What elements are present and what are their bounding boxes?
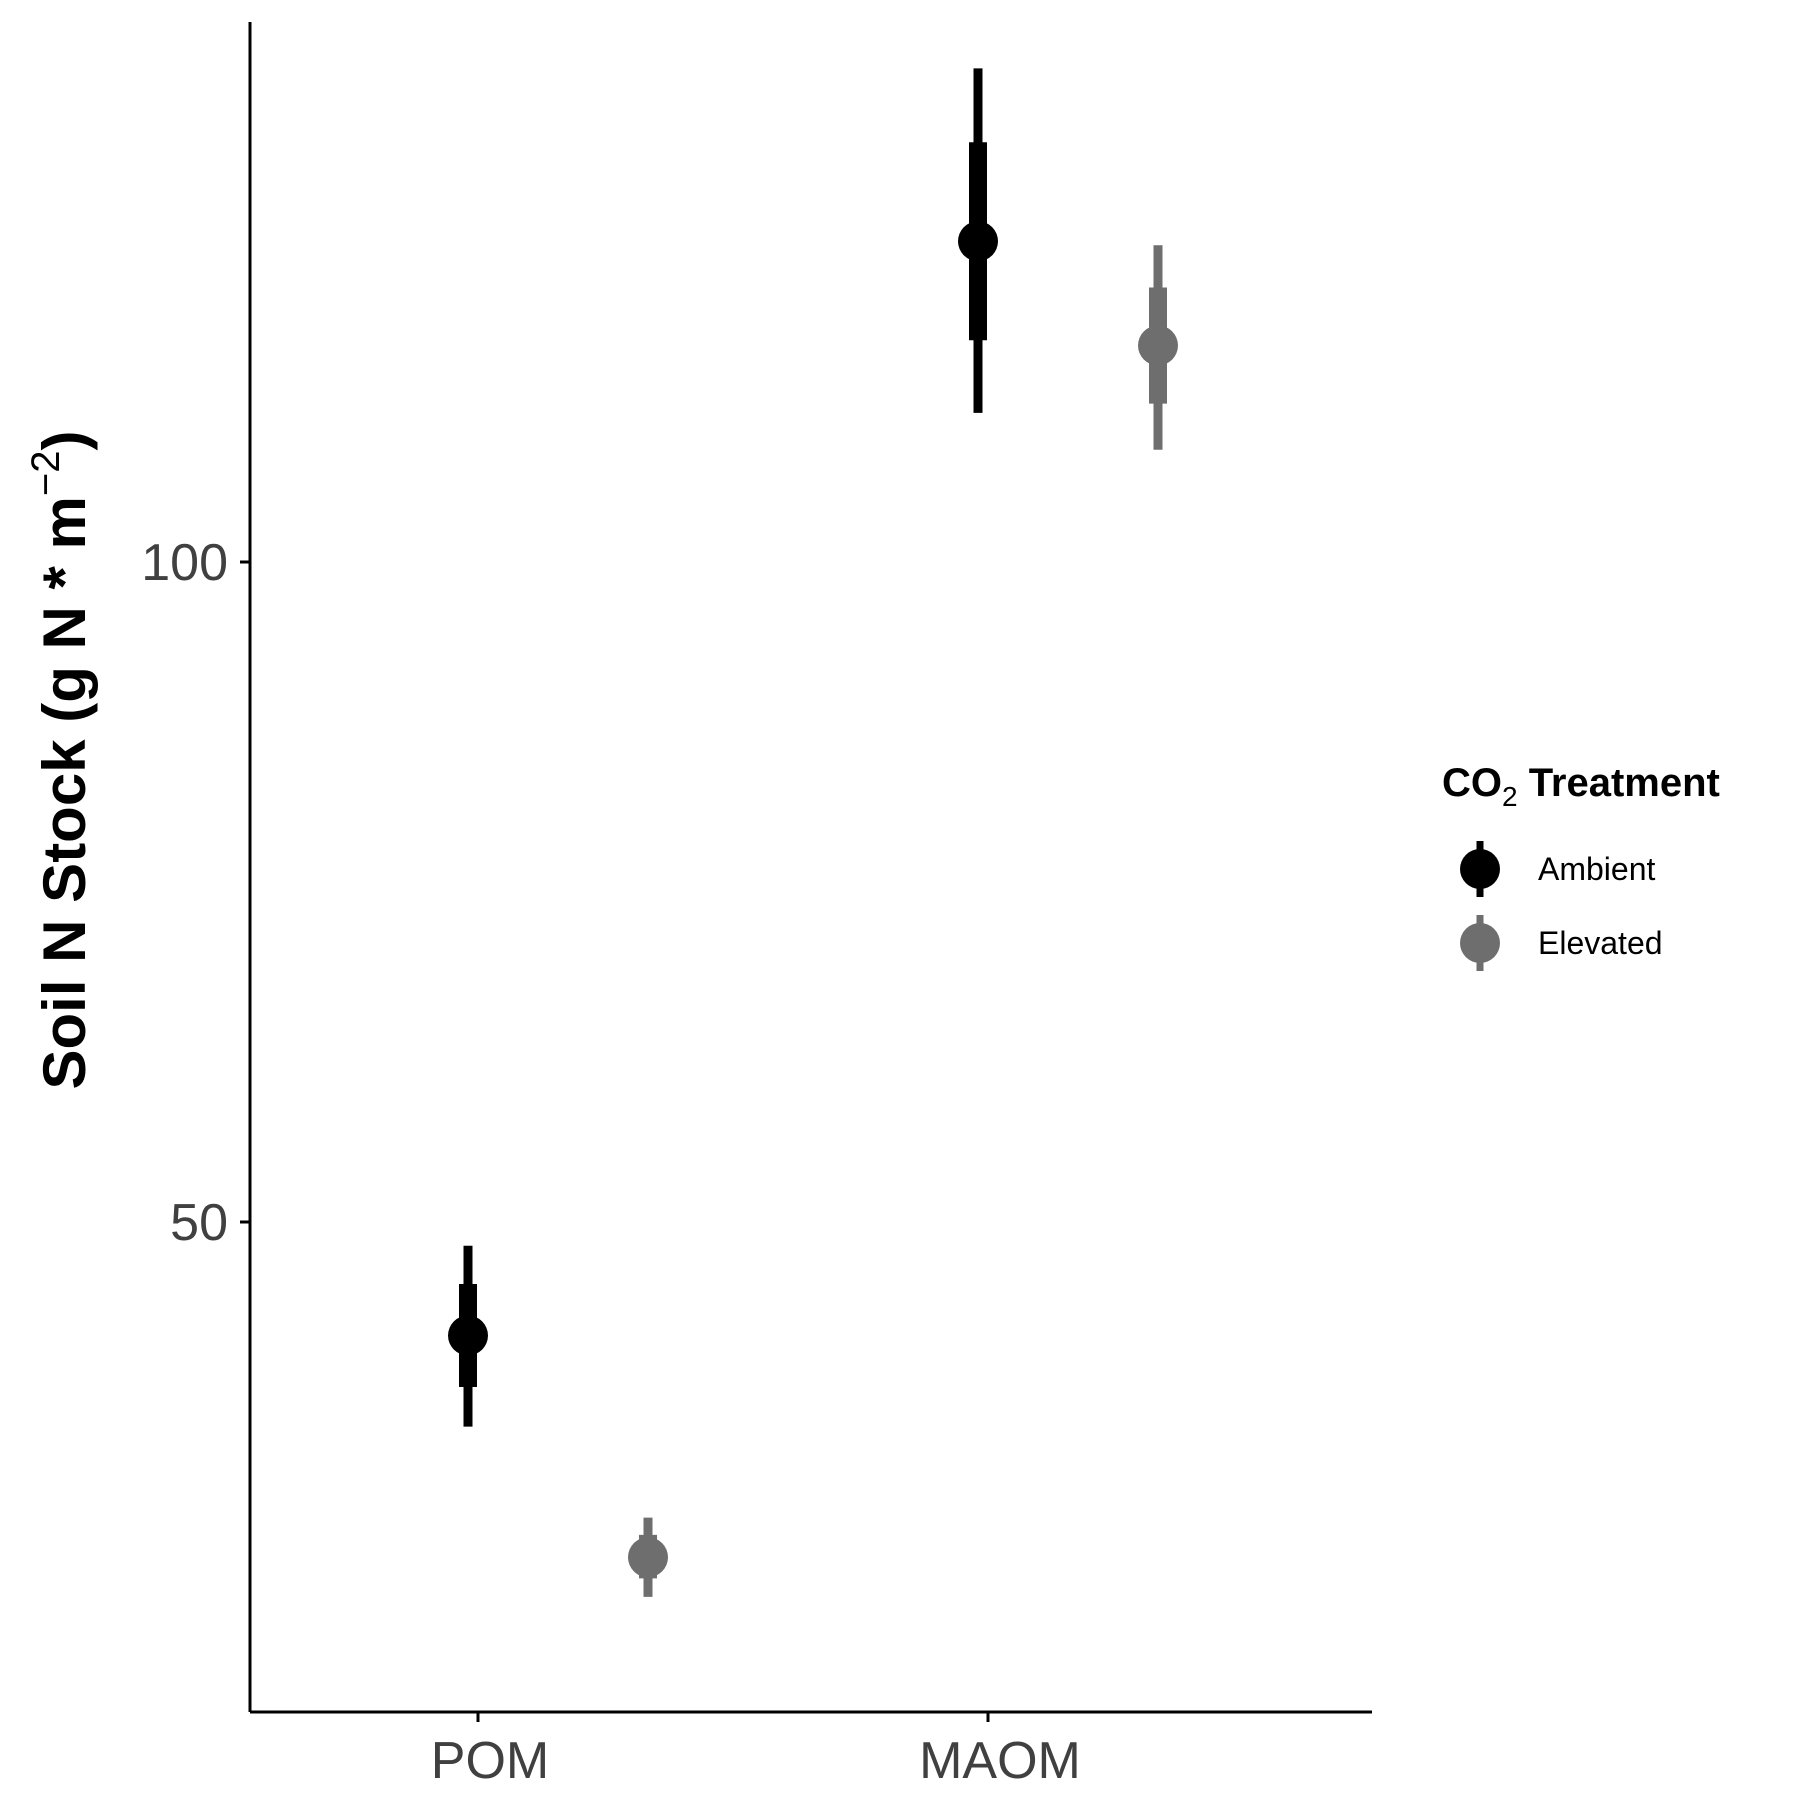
data-point bbox=[448, 1245, 488, 1427]
y-axis-label-main: Soil N Stock (g N * m bbox=[31, 496, 98, 1089]
point-marker bbox=[958, 221, 998, 262]
data-point bbox=[628, 1517, 668, 1597]
legend-title-main: CO bbox=[1442, 761, 1502, 805]
legend-title: CO2 Treatment bbox=[1442, 761, 1720, 812]
legend-label: Elevated bbox=[1538, 925, 1663, 961]
y-axis-label: Soil N Stock (g N * m−2) bbox=[24, 430, 98, 1089]
y-tick-label: 100 bbox=[141, 534, 228, 592]
legend-item: Ambient bbox=[1460, 841, 1656, 897]
data-point bbox=[958, 68, 998, 413]
legend-label: Ambient bbox=[1538, 851, 1656, 887]
x-tick-label: MAOM bbox=[919, 1732, 1081, 1790]
y-axis-label-close: ) bbox=[31, 430, 98, 450]
legend-key-point bbox=[1460, 849, 1500, 889]
legend-key-point bbox=[1460, 923, 1500, 963]
marks bbox=[448, 68, 1178, 1597]
axes bbox=[248, 22, 1372, 1714]
y-axis-label-superscript: −2 bbox=[24, 450, 68, 496]
point-marker bbox=[628, 1537, 668, 1578]
point-marker bbox=[448, 1315, 488, 1356]
x-ticks: POM MAOM bbox=[431, 1712, 1081, 1790]
data-point bbox=[1138, 245, 1178, 450]
legend: CO2 Treatment Ambient Elevated bbox=[1442, 761, 1720, 971]
x-tick-label: POM bbox=[431, 1732, 549, 1790]
legend-items: Ambient Elevated bbox=[1460, 841, 1663, 971]
y-ticks: 50 100 bbox=[141, 534, 250, 1252]
legend-title-rest: Treatment bbox=[1518, 761, 1720, 805]
legend-item: Elevated bbox=[1460, 915, 1663, 971]
legend-title-subscript: 2 bbox=[1502, 781, 1518, 812]
point-marker bbox=[1138, 325, 1178, 366]
y-tick-label: 50 bbox=[170, 1194, 228, 1252]
